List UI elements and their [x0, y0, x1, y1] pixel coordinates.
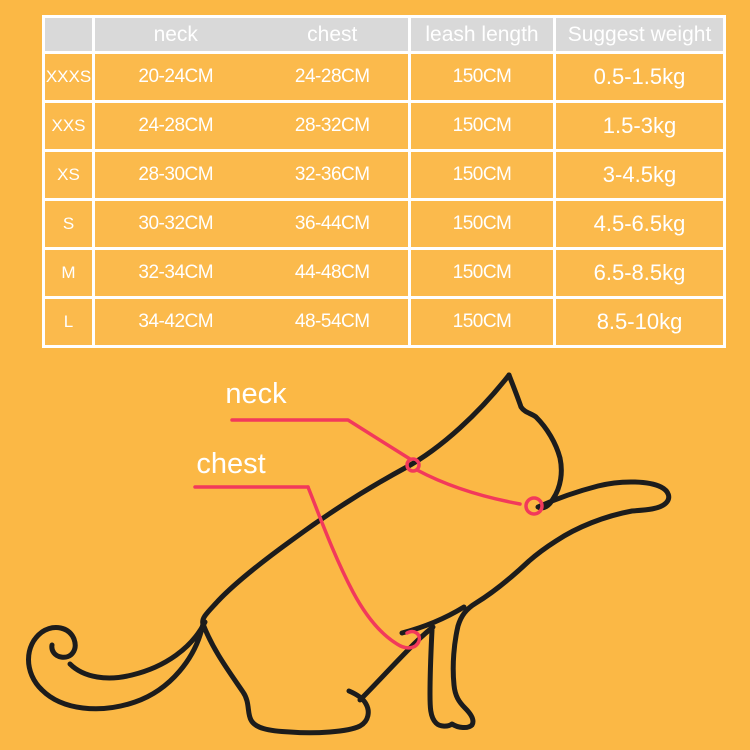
- leash-cell: 150CM: [408, 296, 556, 348]
- table-row: XXS 24-28CM 28-32CM 150CM 1.5-3kg: [42, 100, 726, 152]
- size-chart-table: neck chest leash length Suggest weight X…: [42, 15, 726, 348]
- chest-cell: 44-48CM: [256, 247, 411, 299]
- header-row: neck chest leash length Suggest weight: [42, 15, 726, 54]
- neck-strap-loop: [405, 457, 421, 473]
- chest-cell: 36-44CM: [256, 198, 411, 250]
- neck-strap-line: [415, 468, 522, 506]
- weight-cell: 3-4.5kg: [553, 149, 726, 201]
- weight-cell: 0.5-1.5kg: [553, 51, 726, 103]
- neck-cell: 32-34CM: [92, 247, 257, 299]
- neck-cell: 30-32CM: [92, 198, 257, 250]
- cat-tail-inner-line: [67, 619, 208, 681]
- leash-cell: 150CM: [408, 149, 556, 201]
- size-cell: XXXS: [42, 51, 95, 103]
- chest-cell: 28-32CM: [256, 100, 411, 152]
- cat-tail-outer-line: [26, 621, 206, 712]
- cat-belly-flank-line: [357, 624, 436, 703]
- chest-cell: 32-36CM: [256, 149, 411, 201]
- neck-strap-ring: [524, 496, 544, 516]
- chest-strap-line: [306, 485, 422, 650]
- neck-cell: 24-28CM: [92, 100, 257, 152]
- weight-cell: 1.5-3kg: [553, 100, 726, 152]
- table-row: XS 28-30CM 32-36CM 150CM 3-4.5kg: [42, 149, 726, 201]
- col-header-leash: leash length: [408, 15, 556, 54]
- table-row: L 34-42CM 48-54CM 150CM 8.5-10kg: [42, 296, 726, 348]
- cat-head-front-leg-outline: [427, 372, 672, 730]
- weight-cell: 6.5-8.5kg: [553, 247, 726, 299]
- col-header-neck: neck: [92, 15, 257, 54]
- table-row: M 32-34CM 44-48CM 150CM 6.5-8.5kg: [42, 247, 726, 299]
- table-row: S 30-32CM 36-44CM 150CM 4.5-6.5kg: [42, 198, 726, 250]
- cat-rear-leg-foot: [200, 621, 371, 736]
- col-header-size: [42, 15, 95, 54]
- chest-cell: 24-28CM: [256, 51, 411, 103]
- leash-cell: 150CM: [408, 100, 556, 152]
- size-cell: S: [42, 198, 95, 250]
- col-header-weight: Suggest weight: [553, 15, 726, 54]
- neck-label: neck: [225, 378, 287, 410]
- leash-cell: 150CM: [408, 51, 556, 103]
- size-cell: M: [42, 247, 95, 299]
- leash-cell: 150CM: [408, 198, 556, 250]
- col-header-chest: chest: [256, 15, 411, 54]
- chest-label: chest: [196, 448, 265, 480]
- neck-cell: 28-30CM: [92, 149, 257, 201]
- size-cell: XS: [42, 149, 95, 201]
- cat-neck-back-line: [200, 372, 512, 627]
- table-row: XXXS 20-24CM 24-28CM 150CM 0.5-1.5kg: [42, 51, 726, 103]
- size-cell: L: [42, 296, 95, 348]
- size-cell: XXS: [42, 100, 95, 152]
- weight-cell: 4.5-6.5kg: [553, 198, 726, 250]
- leash-cell: 150CM: [408, 247, 556, 299]
- neck-leader-line: [230, 418, 412, 461]
- neck-cell: 34-42CM: [92, 296, 257, 348]
- neck-cell: 20-24CM: [92, 51, 257, 103]
- weight-cell: 8.5-10kg: [553, 296, 726, 348]
- chest-cell: 48-54CM: [256, 296, 411, 348]
